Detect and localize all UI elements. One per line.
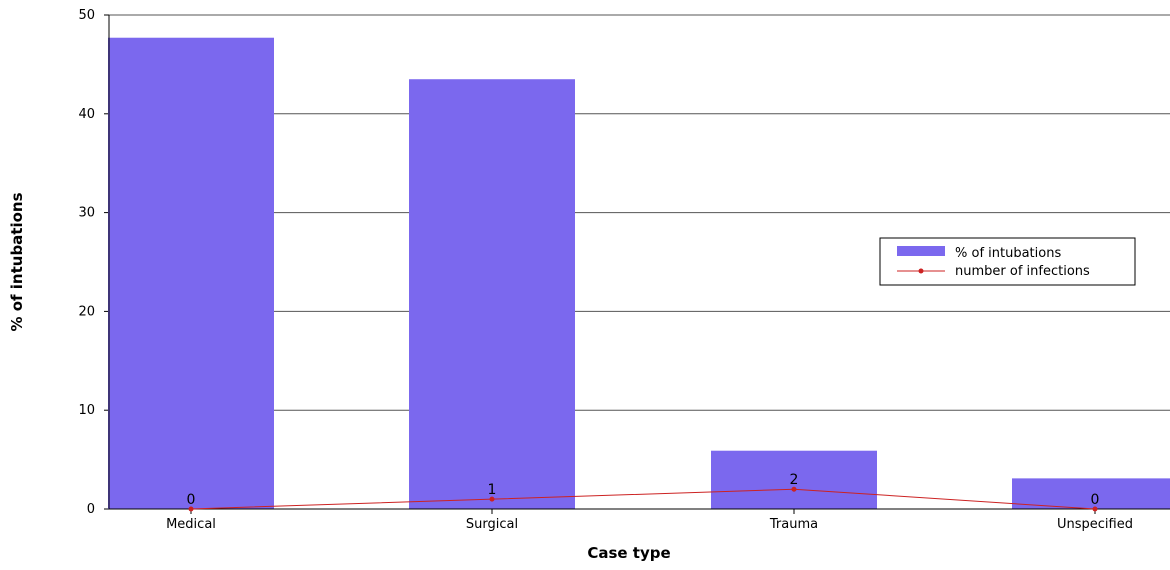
bar-trauma <box>711 450 877 509</box>
x-axis-title: Case type <box>587 544 670 562</box>
infections-data-label: 0 <box>1091 492 1100 508</box>
y-axis-ticks: 0 10 20 30 40 50 <box>78 8 109 517</box>
y-tick-label: 40 <box>78 107 95 122</box>
y-axis-title: % of intubations <box>8 192 26 331</box>
legend-label-infections: number of infections <box>955 264 1090 279</box>
y-tick-label: 50 <box>78 8 95 23</box>
axes <box>108 15 1170 510</box>
x-axis-ticks: Medical Surgical Trauma Unspecified <box>166 509 1133 532</box>
bars <box>108 37 1170 509</box>
legend: % of intubations number of infections <box>879 237 1136 286</box>
infections-point <box>489 496 495 502</box>
legend-label-intubations: % of intubations <box>955 246 1061 261</box>
y-tick-label: 20 <box>78 304 95 319</box>
x-tick-label: Medical <box>166 517 216 532</box>
infections-data-label: 0 <box>187 492 196 508</box>
bar-medical <box>108 37 274 509</box>
legend-bar-swatch <box>897 246 945 256</box>
data-labels: 0 1 2 0 <box>187 472 1100 508</box>
y-tick-label: 30 <box>78 206 95 221</box>
gridlines <box>109 14 1170 411</box>
x-tick-label: Surgical <box>466 517 518 532</box>
legend-line-marker <box>918 268 924 274</box>
infections-point <box>791 486 797 492</box>
x-tick-label: Unspecified <box>1057 517 1133 532</box>
y-tick-label: 0 <box>87 502 95 517</box>
bar-unspecified <box>1012 478 1170 509</box>
infections-line <box>188 486 1098 512</box>
infections-point <box>188 506 194 512</box>
legend-box <box>879 237 1136 286</box>
y-tick-label: 10 <box>78 403 95 418</box>
infections-data-label: 1 <box>488 482 497 498</box>
infections-data-label: 2 <box>790 472 799 488</box>
infections-line-path <box>190 488 1096 510</box>
infections-point <box>1092 506 1098 512</box>
bar-surgical <box>409 79 575 509</box>
x-tick-label: Trauma <box>769 517 818 532</box>
